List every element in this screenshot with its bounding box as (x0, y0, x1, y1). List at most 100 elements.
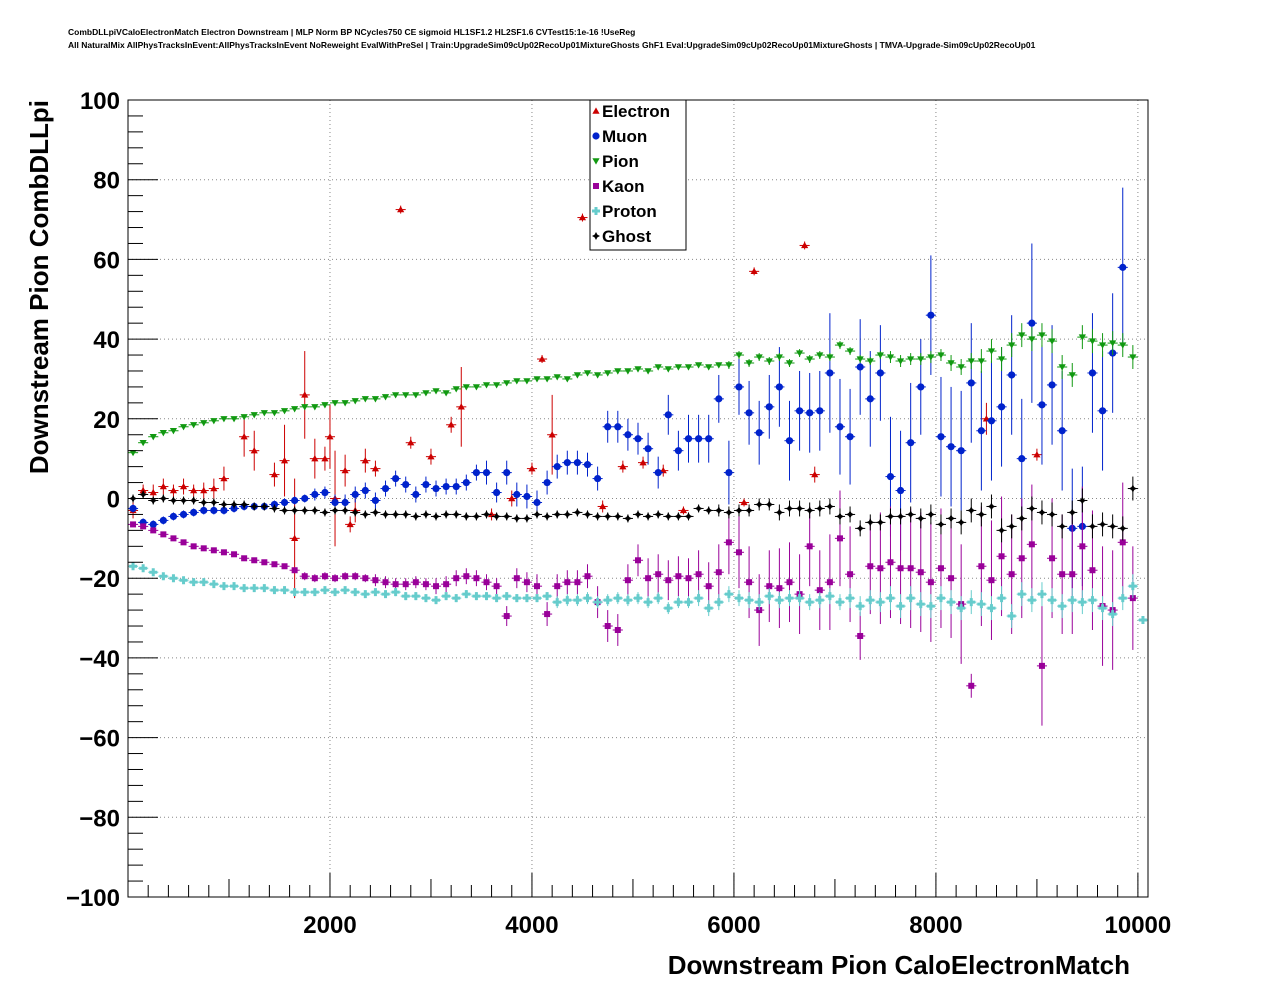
data-point (463, 573, 470, 580)
data-point (614, 627, 621, 634)
data-point (644, 598, 653, 607)
axes: 2000 4000 6000 8000 10000 −100 −80 −60 −40 −20 0 20… (66, 88, 1171, 939)
data-point (502, 592, 511, 601)
y-tick-label: 40 (93, 327, 120, 354)
data-point (816, 352, 824, 359)
data-point (280, 506, 289, 515)
data-point (149, 496, 158, 505)
data-point (916, 514, 925, 523)
data-point (371, 465, 380, 472)
data-point (694, 362, 703, 369)
chart-title-line-1: CombDLLpiVCaloElectronMatch Electron Dow… (68, 27, 636, 37)
data-point (251, 557, 258, 564)
data-point (1048, 596, 1057, 605)
x-tick-label: 4000 (505, 912, 558, 939)
data-point (1098, 520, 1107, 529)
data-point (452, 482, 460, 491)
data-point (573, 459, 582, 467)
y-tick-label: −20 (79, 566, 120, 593)
data-point (856, 356, 864, 363)
data-point (1078, 598, 1087, 607)
data-point (371, 496, 380, 505)
data-point (957, 604, 966, 613)
y-tick-label: −40 (79, 646, 120, 673)
data-point (290, 588, 299, 597)
data-point (735, 383, 743, 391)
data-point (1038, 662, 1045, 669)
data-point (220, 506, 228, 515)
data-point (876, 518, 885, 527)
data-point (734, 506, 743, 515)
data-point (169, 496, 178, 505)
data-point (159, 516, 167, 525)
data-point (967, 379, 975, 387)
data-point (705, 435, 713, 443)
data-point (594, 474, 602, 483)
data-point (613, 512, 622, 521)
data-point (452, 594, 461, 603)
data-point (583, 461, 592, 469)
y-tick-label: −80 (79, 805, 120, 832)
data-point (472, 512, 481, 521)
data-point (250, 412, 258, 419)
data-point (1018, 455, 1026, 463)
data-point (326, 433, 334, 440)
data-point (795, 407, 804, 415)
data-point (1008, 342, 1016, 349)
data-point (503, 613, 510, 620)
data-point (331, 506, 340, 515)
data-point (563, 596, 572, 605)
data-point (311, 575, 318, 582)
data-point (159, 430, 167, 437)
data-point (679, 506, 688, 514)
data-point (352, 573, 359, 580)
data-point (745, 506, 754, 515)
data-point (1119, 539, 1126, 546)
data-point (634, 594, 642, 603)
data-point (1058, 364, 1066, 371)
data-point (967, 598, 976, 607)
data-point (170, 535, 177, 542)
data-point (362, 575, 369, 582)
data-point (801, 241, 809, 249)
data-point (522, 594, 531, 603)
data-point (927, 354, 935, 361)
data-point (1108, 522, 1117, 531)
data-point (139, 564, 148, 573)
data-point (260, 502, 269, 511)
data-point (987, 502, 996, 511)
data-point (675, 573, 682, 580)
data-point (381, 484, 390, 493)
x-tick-label: 8000 (909, 912, 962, 939)
data-point (957, 518, 966, 527)
data-point (785, 360, 794, 367)
data-point (613, 594, 622, 603)
data-point (270, 410, 279, 417)
data-point (240, 433, 248, 440)
data-point (543, 376, 551, 383)
data-point (351, 398, 359, 405)
data-point (260, 584, 269, 593)
data-point (230, 582, 239, 591)
data-point (422, 390, 430, 397)
data-point (644, 445, 652, 453)
data-point (684, 598, 693, 607)
legend-entry: Pion (602, 152, 639, 171)
data-point (199, 578, 208, 587)
legend-marker (592, 158, 600, 165)
data-point (512, 594, 521, 603)
data-point (401, 510, 410, 519)
data-point (866, 596, 875, 605)
data-point (684, 435, 693, 443)
data-point (1098, 342, 1107, 349)
legend-entry: Electron (602, 102, 670, 121)
data-point (401, 592, 410, 601)
data-point (149, 434, 157, 441)
data-point (361, 486, 369, 495)
data-point (775, 383, 783, 391)
x-tick-label: 10000 (1105, 912, 1172, 939)
data-point (988, 577, 995, 584)
legend-entry: Proton (602, 202, 657, 221)
data-point (745, 360, 753, 367)
data-point (714, 506, 723, 515)
